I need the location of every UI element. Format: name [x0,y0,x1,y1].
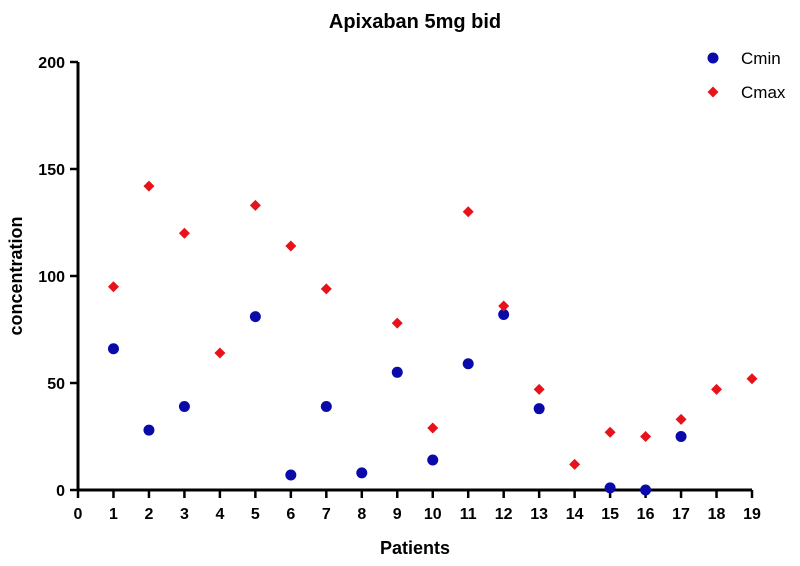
y-axis-label: concentration [6,216,26,335]
cmax-point [640,431,652,442]
legend-label: Cmax [741,83,786,102]
y-tick-label: 150 [38,162,65,179]
x-tick-label: 0 [74,506,83,523]
cmax-point [143,180,155,192]
cmax-point [675,413,687,425]
cmax-point [604,426,616,438]
y-axis-ticks: 0 50 100 150 200 [38,55,78,500]
y-tick-label: 0 [56,483,65,500]
legend-item-cmin: Cmin [707,49,781,68]
legend-label: Cmin [741,49,781,68]
cmin-point [285,469,297,481]
cmax-point [498,300,510,312]
y-tick-label: 200 [38,55,65,72]
x-tick-label: 13 [530,506,548,523]
cmax-point [533,383,545,395]
cmin-point [427,454,439,466]
x-tick-label: 6 [286,506,295,523]
cmin-point [143,424,155,436]
axes [76,62,752,492]
cmax-point [178,227,190,239]
cmin-point [391,366,403,378]
cmin-point [604,482,616,494]
cmin-point [675,431,687,442]
cmin-point [249,311,261,323]
x-tick-label: 18 [708,506,726,523]
series-cmin [107,309,687,496]
cmax-point [746,373,758,385]
cmax-point [391,317,403,329]
x-tick-label: 19 [743,506,761,523]
cmin-point [320,401,332,413]
x-tick-label: 4 [215,506,224,523]
cmax-point [320,283,332,295]
cmin-point [533,403,545,415]
cmax-point [427,422,439,434]
cmin-point [356,467,368,479]
legend-marker-cmin [707,52,719,64]
series-cmax [107,180,758,470]
y-tick-label: 50 [47,376,65,393]
x-tick-label: 11 [460,506,477,523]
cmin-point [178,401,190,413]
cmax-point [462,206,474,218]
cmin-point [107,343,119,355]
cmin-point [498,309,510,321]
cmax-point [214,347,226,359]
x-axis-ticks: 0 1 2 3 4 5 6 7 8 9 10 11 12 13 14 15 16 17 18 19 [74,490,761,523]
cmax-point [107,281,119,293]
x-tick-label: 14 [566,506,584,523]
x-tick-label: 8 [357,506,366,523]
legend: Cmin Cmax [707,49,786,102]
x-axis-label: Patients [380,538,450,558]
x-tick-label: 3 [180,506,189,523]
x-tick-label: 12 [495,506,513,523]
x-tick-label: 9 [393,506,402,523]
x-tick-label: 10 [424,506,442,523]
cmax-point [249,199,261,211]
legend-item-cmax: Cmax [707,83,786,102]
x-tick-label: 17 [672,506,690,523]
cmax-point [711,383,723,395]
cmax-point [285,240,297,252]
x-tick-label: 7 [322,506,331,523]
x-tick-label: 2 [144,506,153,523]
y-tick-label: 100 [38,269,65,286]
legend-marker-cmax [707,86,719,98]
x-tick-label: 5 [251,506,260,523]
cmin-point [640,484,652,496]
chart-title: Apixaban 5mg bid [329,11,501,33]
x-tick-label: 16 [637,506,655,523]
x-tick-label: 1 [109,506,118,523]
x-tick-label: 15 [601,506,619,523]
cmax-point [569,458,581,470]
cmin-point [462,358,474,370]
data-points [107,180,758,496]
